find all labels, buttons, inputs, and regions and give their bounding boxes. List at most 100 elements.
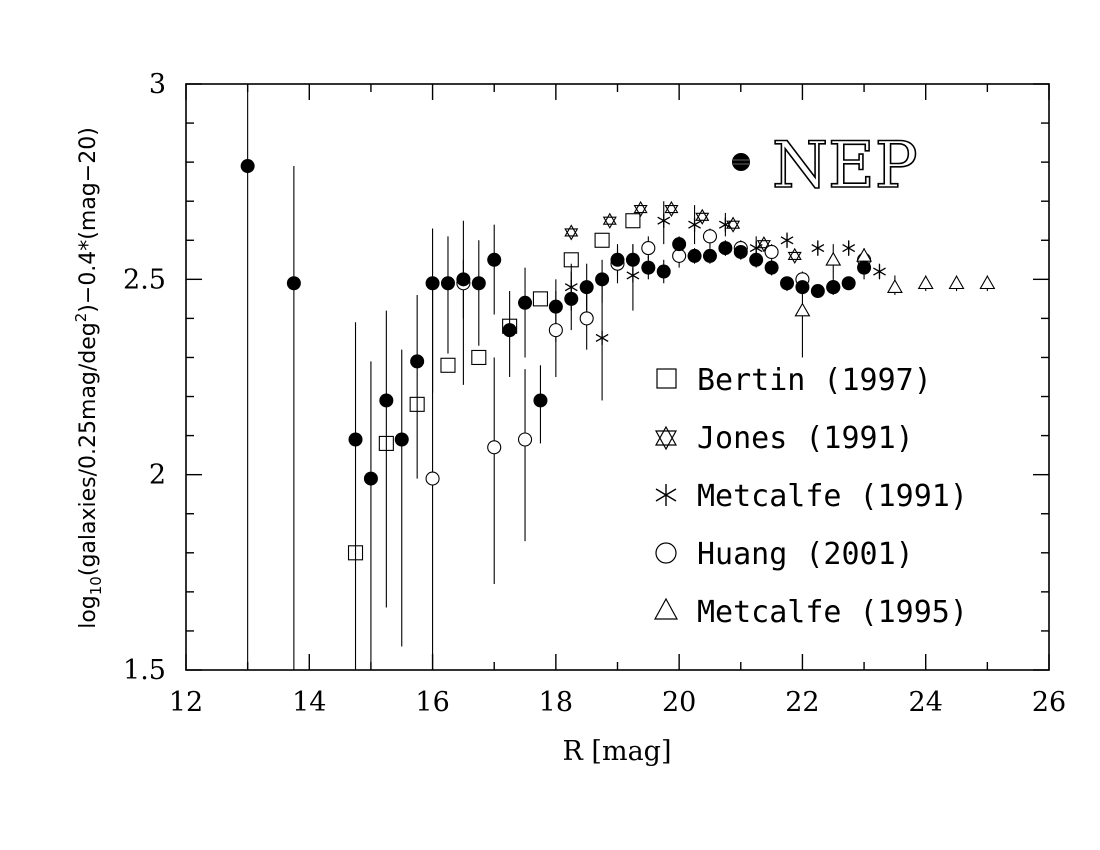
legend-item-metcalfe-1991: Metcalfe (1991) xyxy=(655,479,968,514)
data-point-bertin xyxy=(594,232,610,248)
data-point-nep xyxy=(363,471,378,486)
data-point-metcalfe-1991 xyxy=(595,330,609,345)
legend-label: Jones (1991) xyxy=(697,421,914,456)
y-tick-label: 2 xyxy=(149,460,166,491)
data-point-jones xyxy=(787,247,802,264)
data-point-nep xyxy=(379,393,394,408)
y-axis-title: log10(galaxies/0.25mag/deg2)−0.4*(mag−20… xyxy=(72,127,105,629)
legend-star-marker xyxy=(654,425,678,451)
data-point-nep xyxy=(240,159,255,174)
x-tick-label: 22 xyxy=(785,687,819,718)
data-point-nep xyxy=(502,323,517,338)
data-point-bertin xyxy=(440,357,456,373)
data-point-nep xyxy=(518,295,533,310)
legend-item-jones: Jones (1991) xyxy=(654,421,914,456)
data-point-metcalfe-1991 xyxy=(718,217,732,232)
data-point-metcalfe-1991 xyxy=(749,241,763,256)
x-tick-label: 12 xyxy=(169,687,203,718)
data-point-nep xyxy=(487,252,502,267)
legend-asterisk-marker xyxy=(655,484,677,506)
legend-label: Bertin (1997) xyxy=(697,363,932,398)
y-axis-title-superscript: 2 xyxy=(72,313,90,323)
data-point-nep xyxy=(795,280,810,295)
data-point-huang xyxy=(702,229,718,244)
y-tick-label: 2.5 xyxy=(123,264,166,295)
data-point-nep xyxy=(672,237,687,252)
data-point-metcalfe-1995 xyxy=(794,302,811,317)
legend-label: Metcalfe (1991) xyxy=(697,479,968,514)
data-point-nep xyxy=(841,276,856,291)
data-point-bertin xyxy=(409,396,425,412)
data-point-nep xyxy=(425,276,440,291)
data-point-nep xyxy=(456,272,471,287)
data-point-jones xyxy=(564,224,579,241)
legend-square-marker xyxy=(656,368,677,389)
data-point-metcalfe-1991 xyxy=(780,233,794,248)
y-tick-label: 3 xyxy=(149,69,166,100)
data-point-jones xyxy=(726,216,741,233)
data-point-bertin xyxy=(625,213,641,229)
data-point-nep xyxy=(394,432,409,447)
data-point-huang xyxy=(425,471,440,486)
data-point-metcalfe-1991 xyxy=(564,280,578,295)
data-point-jones xyxy=(664,200,679,218)
legend-item-bertin: Bertin (1997) xyxy=(656,363,932,398)
data-point-nep xyxy=(595,272,610,287)
data-point-metcalfe-1991 xyxy=(626,268,640,283)
legend-label: Metcalfe (1995) xyxy=(697,595,968,630)
data-point-nep xyxy=(471,276,486,291)
data-point-nep xyxy=(826,280,841,295)
legend-label: Huang (2001) xyxy=(697,537,914,572)
data-point-huang xyxy=(641,241,656,256)
data-point-huang xyxy=(764,244,779,260)
data-point-metcalfe-1995 xyxy=(948,275,965,290)
y-tick-label: 1.5 xyxy=(123,655,166,686)
data-point-nep xyxy=(764,260,779,275)
data-point-nep xyxy=(656,264,671,279)
legend-item-metcalfe-1995: Metcalfe (1995) xyxy=(653,595,968,630)
data-point-nep xyxy=(348,432,363,447)
data-point-bertin xyxy=(471,349,487,366)
data-point-jones xyxy=(633,200,648,218)
data-point-nep xyxy=(610,252,625,267)
y-axis-title-part: (galaxies/0.25mag/deg xyxy=(76,322,101,576)
data-point-bertin xyxy=(378,435,394,451)
data-point-metcalfe-1995 xyxy=(917,275,934,290)
data-point-huang xyxy=(672,248,687,263)
data-point-metcalfe-1991 xyxy=(811,241,825,256)
data-point-nep xyxy=(641,260,656,275)
nep-annotation: NEP xyxy=(732,128,919,204)
data-point-jones xyxy=(695,208,710,225)
data-point-huang xyxy=(548,323,563,338)
x-tick-label: 16 xyxy=(415,687,449,718)
data-point-bertin xyxy=(532,291,548,307)
tick-label-layer: 12 14 16 18 20 22 24 26 1.5 2 2.5 3 xyxy=(123,69,1066,718)
data-point-nep xyxy=(548,299,563,314)
data-point-nep xyxy=(749,252,764,267)
x-tick-label: 24 xyxy=(909,687,943,718)
legend-circle-marker xyxy=(655,542,677,564)
data-point-nep xyxy=(410,354,425,369)
legend-item-huang: Huang (2001) xyxy=(655,537,914,572)
data-point-nep xyxy=(286,276,301,291)
data-point-nep xyxy=(579,280,594,295)
data-point-metcalfe-1995 xyxy=(825,251,842,266)
data-point-nep xyxy=(687,248,702,263)
data-point-metcalfe-1995 xyxy=(886,279,903,293)
data-point-nep xyxy=(440,276,455,291)
legend: Bertin (1997) Jones (1991) Metcalfe (199… xyxy=(653,363,968,630)
x-tick-label: 18 xyxy=(539,687,573,718)
data-point-metcalfe-1991 xyxy=(842,241,856,256)
data-point-metcalfe-1991 xyxy=(657,213,671,228)
data-point-huang xyxy=(579,311,594,326)
legend-triangle-marker xyxy=(653,597,679,620)
nep-label: NEP xyxy=(772,129,918,203)
data-point-nep xyxy=(857,260,872,275)
x-tick-label: 26 xyxy=(1032,687,1066,718)
data-point-nep xyxy=(718,241,733,256)
y-axis-title-part: )−0.4*(mag−20) xyxy=(76,127,101,312)
y-axis-title-subscript: 10 xyxy=(87,576,105,595)
data-point-nep xyxy=(533,393,548,408)
data-point-nep xyxy=(780,276,795,291)
